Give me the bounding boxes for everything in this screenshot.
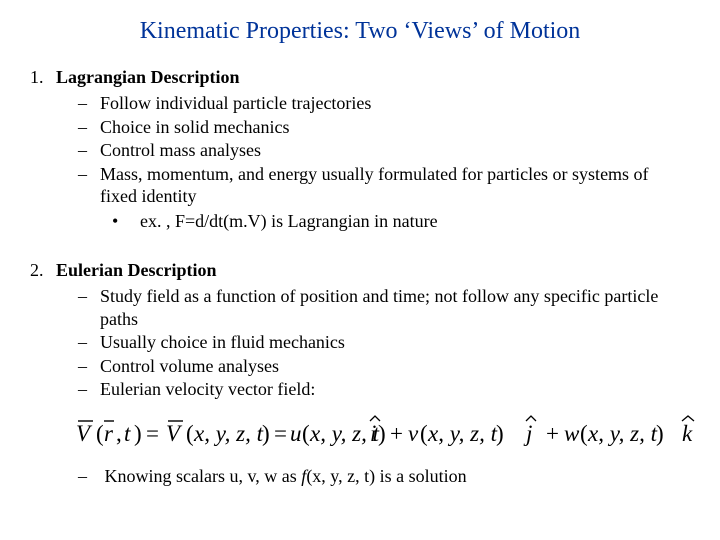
eqn-rp5: ) <box>656 421 664 446</box>
eqn-args4: x, y, z, t <box>427 421 498 446</box>
section-2-number: 2. <box>30 260 52 281</box>
eqn-khat: k <box>682 421 693 446</box>
section-1-heading: Lagrangian Description <box>56 67 240 88</box>
s2-bullet-1: Study field as a function of position an… <box>30 285 690 330</box>
eqn-rp1: ) <box>134 421 142 446</box>
section-2-bullets-bottom: Knowing scalars u, v, w as f(x, y, z, t)… <box>30 465 690 488</box>
eqn-args2: x, y, z, t <box>193 421 264 446</box>
eqn-v: v <box>408 421 419 446</box>
eqn-ihat: i <box>370 421 376 446</box>
eqn-r: r <box>104 421 114 446</box>
eqn-comma1: , <box>116 421 122 446</box>
eqn-V1: V <box>76 421 93 446</box>
section-2-bullets-top: Study field as a function of position an… <box>30 285 690 401</box>
s2-bullet-5: Knowing scalars u, v, w as f(x, y, z, t)… <box>30 465 690 488</box>
s1-subbullet-1: ex. , F=d/dt(m.V) is Lagrangian in natur… <box>30 210 690 233</box>
s1-bullet-2: Choice in solid mechanics <box>30 116 690 139</box>
eqn-plus1: + <box>390 421 403 446</box>
eqn-lp1: ( <box>96 421 104 446</box>
section-lagrangian: 1. Lagrangian Description Follow individ… <box>30 67 690 232</box>
s1-bullet-3: Control mass analyses <box>30 139 690 162</box>
eqn-args3: x, y, z, t <box>309 421 380 446</box>
section-2-heading: Eulerian Description <box>56 260 217 281</box>
equation-block: V ( r , t ) = V ( x, y, z, t ) = u ( x, … <box>30 411 690 451</box>
velocity-field-equation: V ( r , t ) = V ( x, y, z, t ) = u ( x, … <box>74 411 706 451</box>
eqn-args5: x, y, z, t <box>587 421 658 446</box>
eqn-eq1: = <box>146 421 159 446</box>
eqn-plus2: + <box>546 421 559 446</box>
section-eulerian: 2. Eulerian Description Study field as a… <box>30 260 690 401</box>
section-1-header: 1. Lagrangian Description <box>30 67 690 88</box>
s2-bullet-2: Usually choice in fluid mechanics <box>30 331 690 354</box>
section-1-number: 1. <box>30 67 52 88</box>
section-2-header: 2. Eulerian Description <box>30 260 690 281</box>
s2-bullet-3: Control volume analyses <box>30 355 690 378</box>
eqn-eq2: = <box>274 421 287 446</box>
eqn-jhat: j <box>523 421 532 446</box>
slide-title: Kinematic Properties: Two ‘Views’ of Mot… <box>30 18 690 45</box>
slide-root: Kinematic Properties: Two ‘Views’ of Mot… <box>0 0 720 540</box>
eqn-u: u <box>290 421 302 446</box>
eqn-rp2: ) <box>262 421 270 446</box>
section-1-bullets: Follow individual particle trajectories … <box>30 92 690 208</box>
eqn-rp4: ) <box>496 421 504 446</box>
eqn-t1: t <box>124 421 131 446</box>
s1-bullet-1: Follow individual particle trajectories <box>30 92 690 115</box>
eqn-lp2: ( <box>186 421 194 446</box>
section-1-subbullets: ex. , F=d/dt(m.V) is Lagrangian in natur… <box>30 210 690 233</box>
eqn-lp5: ( <box>580 421 588 446</box>
s2-b5-pre: Knowing scalars u, v, w as <box>105 466 302 486</box>
s2-bullet-4: Eulerian velocity vector field: <box>30 378 690 401</box>
s1-bullet-4: Mass, momentum, and energy usually formu… <box>30 163 690 208</box>
eqn-lp3: ( <box>302 421 310 446</box>
eqn-lp4: ( <box>420 421 428 446</box>
s2-b5-post: (x, y, z, t) is a solution <box>306 466 466 486</box>
eqn-V2: V <box>166 421 183 446</box>
eqn-rp3: ) <box>378 421 386 446</box>
eqn-w: w <box>564 421 580 446</box>
